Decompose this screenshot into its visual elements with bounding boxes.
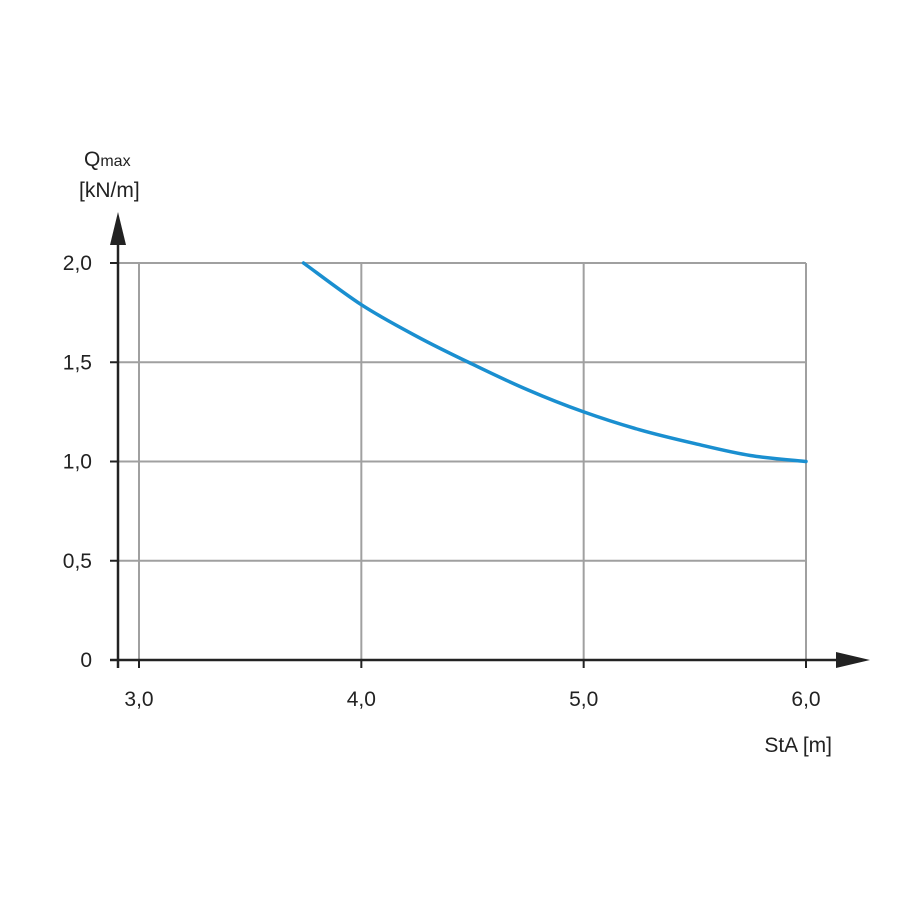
series-line	[301, 261, 808, 464]
y-axis-label: Qmax	[84, 148, 131, 171]
y-axis-arrow	[110, 212, 126, 245]
y-tick-label: 1,0	[63, 451, 92, 474]
x-axis-label: StA [m]	[764, 734, 832, 757]
x-axis-arrow	[836, 652, 870, 668]
y-axis-unit-label: [kN/m]	[79, 179, 140, 202]
y-tick-label: 0,5	[63, 550, 92, 573]
y-axis-label-sub: max	[100, 153, 130, 170]
axes	[110, 212, 870, 668]
y-axis-label-main: Q	[84, 148, 100, 171]
y-tick-label: 1,5	[63, 351, 92, 374]
y-tick-label: 0	[80, 649, 92, 672]
grid	[118, 262, 807, 660]
ticks: 0 0,5 1,0 1,5 2,0 3,0 4,0 5,0 6,0	[63, 252, 821, 711]
x-tick-label: 6,0	[791, 688, 820, 711]
y-tick-label: 2,0	[63, 252, 92, 275]
x-tick-label: 4,0	[347, 688, 376, 711]
x-tick-label: 5,0	[569, 688, 598, 711]
x-tick-label: 3,0	[124, 688, 153, 711]
